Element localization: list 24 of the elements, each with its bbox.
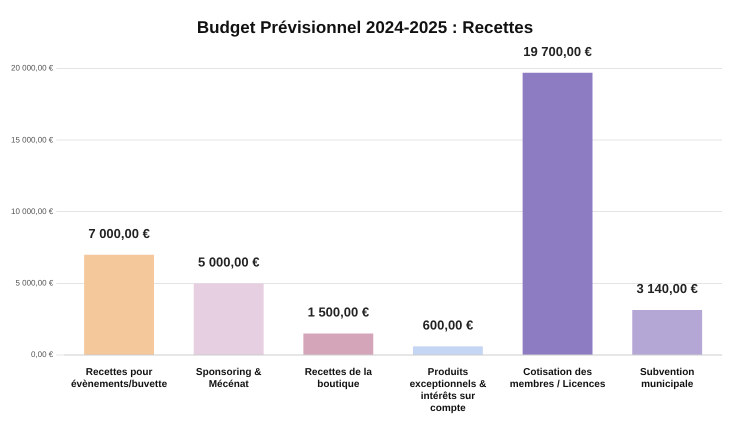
y-tick-label: 0,00 € (31, 350, 54, 360)
x-tick-label: Sponsoring & Mécénat (196, 366, 262, 390)
x-tick-label: Produits exceptionnels & intérêts sur compte (410, 366, 486, 414)
y-tick-label: 5 000,00 € (15, 278, 54, 288)
bar (194, 283, 264, 354)
data-label: 1 500,00 € (308, 304, 370, 320)
y-tick-label: 15 000,00 € (10, 135, 54, 144)
data-label: 5 000,00 € (198, 254, 260, 270)
data-label: 600,00 € (422, 317, 474, 332)
bar (303, 334, 374, 354)
x-tick-label: Recettes de la boutique (304, 366, 372, 390)
y-tick-label: 10 000,00 € (10, 206, 54, 216)
chart-title: Budget Prévisionnel 2024-2025 : Recettes (196, 18, 534, 37)
data-label: 7 000,00 € (88, 226, 150, 241)
x-tick-label: Cotisation des membres / Licences (510, 366, 606, 390)
bar (632, 310, 702, 354)
x-tick-label: Recettes pour évènements/buvette (70, 366, 168, 390)
bar (413, 346, 483, 354)
bar (84, 254, 154, 354)
data-label: 3 140,00 € (636, 281, 698, 296)
y-tick-label: 20 000,00 € (10, 64, 54, 73)
data-label: 19 700,00 € (523, 44, 592, 59)
bar (522, 72, 593, 354)
x-tick-label: Subvention municipale (640, 366, 694, 390)
